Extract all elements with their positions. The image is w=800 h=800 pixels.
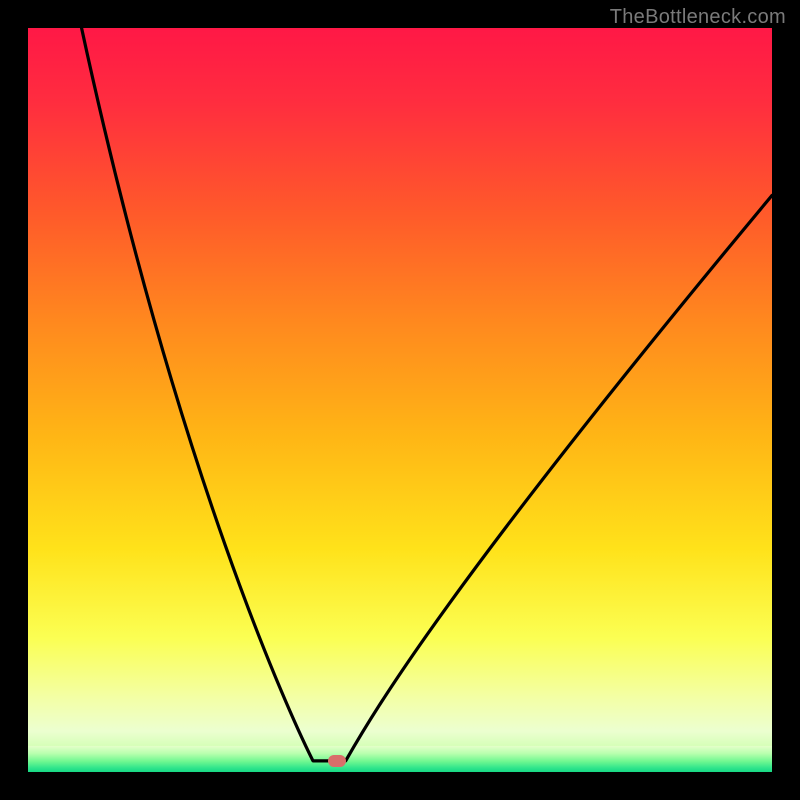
bottleneck-curve (28, 28, 772, 772)
optimal-marker (328, 755, 346, 767)
watermark-text: TheBottleneck.com (610, 6, 786, 29)
plot-area (28, 28, 772, 772)
